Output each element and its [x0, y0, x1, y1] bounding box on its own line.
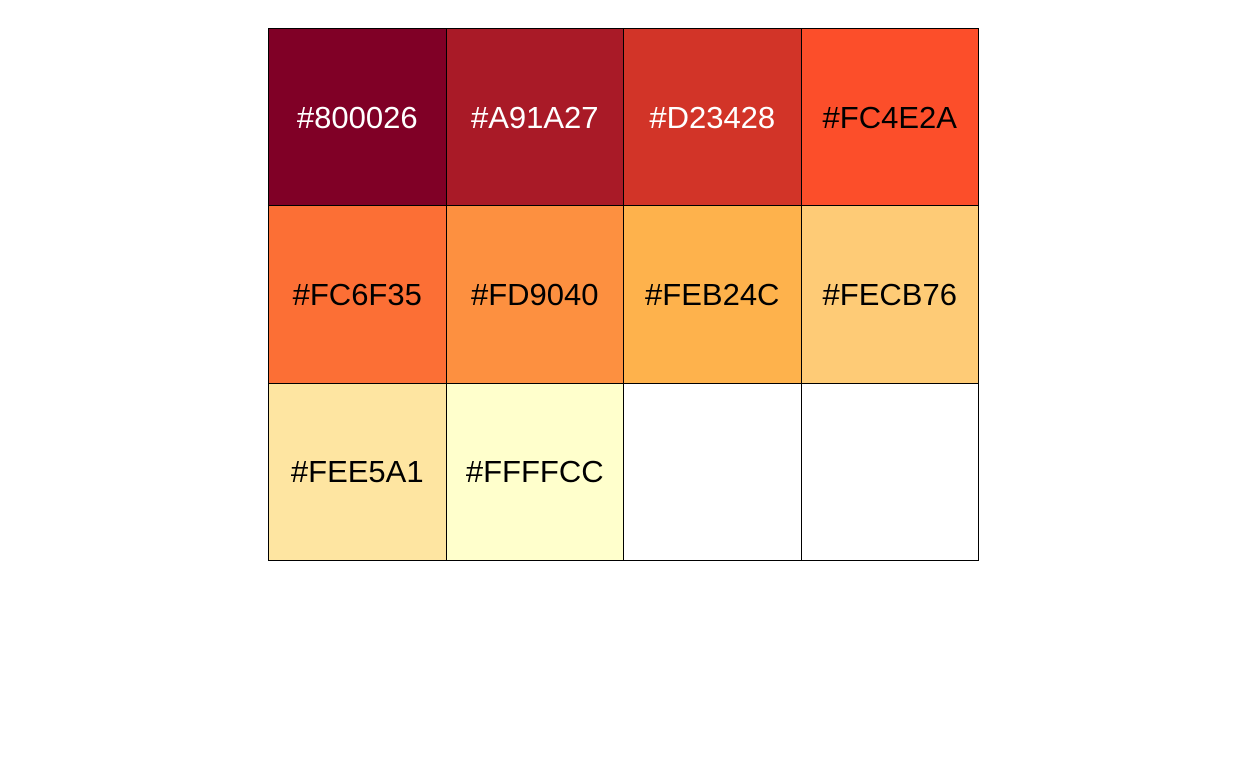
swatch-hex-label: #FFFFCC	[465, 454, 604, 490]
swatch-hex-label: #FC4E2A	[822, 99, 957, 135]
swatch-hex-label: #A91A27	[470, 99, 599, 135]
color-swatch: #FC4E2A	[801, 29, 979, 207]
swatch-hex-label: #FD9040	[470, 276, 599, 312]
color-swatch: #FC6F35	[269, 206, 447, 384]
swatch-hex-label: #FEB24C	[645, 276, 780, 312]
color-swatch: #FEE5A1	[269, 383, 447, 561]
swatch-hex-label: #D23428	[649, 99, 776, 135]
color-swatch: #A91A27	[446, 29, 624, 207]
color-swatch: #FEB24C	[624, 206, 802, 384]
swatch-hex-label: #FC6F35	[292, 276, 422, 312]
swatch-hex-label: #FEE5A1	[290, 454, 424, 490]
color-palette-grid: #800026 #A91A27 #D23428 #FC4E2A #FC6F35 #FD90…	[268, 28, 979, 561]
color-swatch: #FD9040	[446, 206, 624, 384]
swatch-hex-label: #FECB76	[822, 276, 957, 312]
color-swatch: #FECB76	[801, 206, 979, 384]
empty-swatch	[624, 383, 802, 561]
color-swatch: #FFFFCC	[446, 383, 624, 561]
color-swatch: #D23428	[624, 29, 802, 207]
empty-swatch	[801, 383, 979, 561]
swatch-hex-label: #800026	[296, 99, 418, 135]
color-swatch: #800026	[269, 29, 447, 207]
